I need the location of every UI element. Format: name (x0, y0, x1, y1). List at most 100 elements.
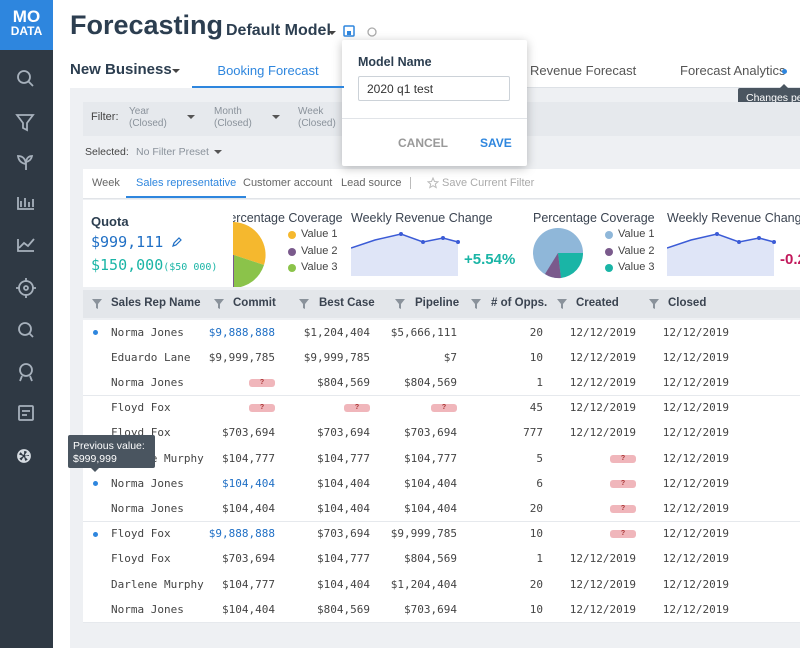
cell: $9,999,785 (303, 350, 370, 364)
tooltip-arrow (780, 84, 788, 88)
filter-icon[interactable] (214, 299, 224, 309)
cell: $104,404 (222, 476, 275, 490)
cell: $804,569 (404, 552, 457, 566)
cell: 12/12/2019 (569, 376, 636, 389)
name-input[interactable]: 2020 q1 test (358, 76, 510, 101)
filter-name[interactable]: Week (298, 106, 324, 117)
filter-icon[interactable] (395, 299, 405, 309)
subtab[interactable]: Week (92, 177, 120, 189)
subtab[interactable]: Sales representative (136, 177, 237, 189)
legend-dot (605, 247, 613, 256)
quota-card: Quota $999,111 $150,000($50 000) (83, 200, 233, 287)
caret (272, 115, 280, 119)
pie-chart (233, 222, 266, 287)
legend-dot (605, 231, 613, 239)
cell: $9,888,888 (208, 325, 275, 339)
column-header[interactable]: # of Opps. (491, 297, 548, 309)
rep-name: Floyd Fox (111, 552, 171, 566)
table-row (83, 320, 800, 346)
legend-dot (288, 247, 296, 256)
edit-icon[interactable] (171, 236, 183, 248)
cancel-button[interactable]: CANCEL (398, 136, 448, 150)
save-filter[interactable]: Save Current Filter (442, 177, 535, 189)
table-row (83, 546, 800, 573)
filter-state: (Closed) (214, 118, 252, 129)
model-select[interactable]: Default Model (226, 22, 331, 39)
subtab[interactable]: Customer account (243, 177, 333, 189)
cell: $1,204,404 (303, 325, 370, 339)
unknown-badge: ? (610, 479, 636, 488)
divider (342, 118, 527, 119)
filter-name[interactable]: Month (214, 106, 242, 117)
change-dot (93, 531, 98, 537)
cell: 6 (536, 476, 543, 490)
tab[interactable]: Forecast Analytics (680, 63, 786, 78)
table-row (83, 370, 800, 397)
legend-label: Value 1 (618, 228, 655, 240)
filter-label: Filter: (91, 111, 119, 123)
cell: $104,777 (222, 451, 275, 465)
cell: 20 (529, 577, 543, 591)
filter-icon[interactable] (299, 299, 309, 309)
preset-select[interactable]: No Filter Preset (136, 146, 209, 158)
star-icon (427, 177, 439, 189)
filter-state: (Closed) (298, 118, 336, 129)
filter-icon[interactable] (92, 299, 102, 309)
cell: $104,777 (404, 451, 457, 465)
cell: 12/12/2019 (662, 552, 729, 566)
save-button[interactable]: SAVE (480, 136, 512, 150)
cell: $104,404 (222, 502, 275, 515)
column-header[interactable]: Best Case (319, 297, 375, 309)
cell: 20 (529, 325, 543, 339)
filter-icon[interactable] (471, 299, 481, 309)
column-header[interactable]: Closed (668, 297, 707, 309)
cell: $703,694 (317, 527, 370, 541)
tooltip-text: Previous value: (73, 440, 145, 452)
logo[interactable]: MO DATA (0, 0, 53, 50)
model-dialog: Model Name 2020 q1 test CANCEL SAVE (342, 40, 527, 166)
cell: $9,888,888 (208, 527, 275, 541)
tab[interactable]: Revenue Forecast (530, 63, 637, 78)
cell: 777 (523, 426, 543, 440)
cell: 10 (529, 602, 543, 616)
cell: $1,204,404 (390, 577, 457, 591)
widget-title: Percentage Coverage (533, 211, 655, 225)
cell: $104,404 (317, 577, 370, 591)
quota-value: $999,111 (91, 233, 164, 251)
cell: $703,694 (317, 426, 370, 440)
tooltip-arrow (91, 468, 99, 472)
page-title: Forecasting (70, 10, 224, 40)
sparkline (351, 232, 460, 276)
filter-name[interactable]: Year (129, 106, 150, 117)
cell: $104,404 (222, 602, 275, 616)
sidebar-icons[interactable] (0, 60, 53, 480)
unknown-badge: ? (249, 379, 275, 387)
cell: $703,694 (222, 426, 275, 440)
unknown-badge: ? (431, 404, 457, 413)
column-header[interactable]: Sales Rep Name (111, 297, 201, 309)
cell: 12/12/2019 (662, 426, 729, 440)
caret (187, 115, 195, 119)
widget-title: Percentage Coverage (233, 211, 343, 225)
rep-name: Floyd Fox (111, 527, 171, 541)
column-header[interactable]: Commit (233, 297, 276, 309)
widget-title: Weekly Revenue Change (667, 211, 800, 225)
widget-strip: Percentage Coverage Weekly Revenue Chang… (233, 200, 800, 287)
legend-dot (288, 231, 296, 239)
tooltip-text: $999,999 (73, 453, 117, 465)
model-actions[interactable] (342, 25, 382, 39)
caret (328, 31, 336, 35)
unknown-badge: ? (610, 505, 636, 513)
filter-icon[interactable] (557, 299, 567, 309)
column-header[interactable]: Created (576, 297, 619, 309)
subtab[interactable]: Lead source (341, 177, 402, 189)
cell: $703,694 (404, 602, 457, 616)
tab[interactable]: Booking Forecast (217, 63, 319, 78)
filter-icon[interactable] (649, 299, 659, 309)
tab-underline (192, 86, 344, 88)
business-select[interactable]: New Business (70, 61, 172, 78)
cell: 12/12/2019 (662, 325, 729, 339)
column-header[interactable]: Pipeline (415, 297, 460, 309)
cell: 12/12/2019 (569, 325, 636, 339)
